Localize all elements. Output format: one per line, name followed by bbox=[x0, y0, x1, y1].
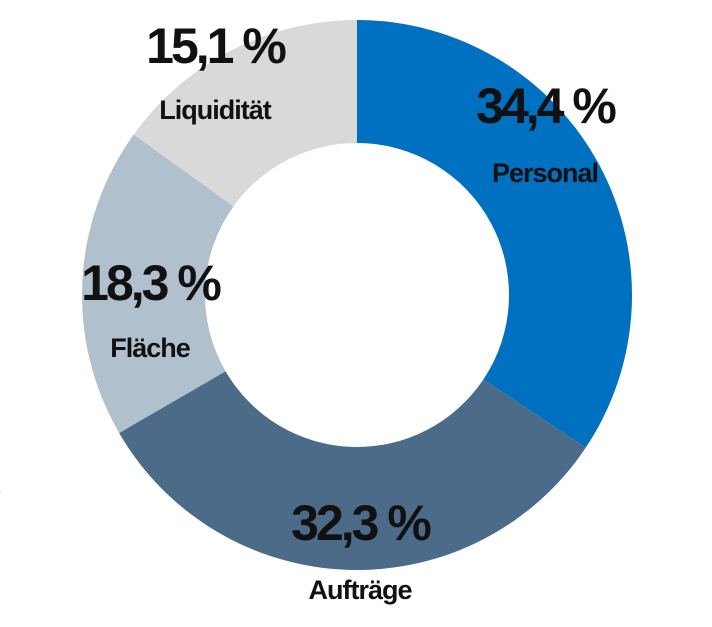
donut-segment bbox=[81, 134, 234, 433]
donut-segment bbox=[357, 20, 632, 448]
donut-segment bbox=[119, 371, 586, 570]
value-label: 34,4 % bbox=[476, 78, 616, 134]
value-label: 18,3 % bbox=[81, 255, 221, 311]
category-label: Liquidität bbox=[159, 95, 271, 125]
category-label: Aufträge bbox=[308, 575, 412, 605]
value-label: 32,3 % bbox=[291, 495, 431, 551]
category-label: Personal bbox=[492, 158, 598, 188]
cut-off-text: t bbox=[0, 467, 1, 500]
value-label: 15,1 % bbox=[146, 18, 286, 74]
category-label: Fläche bbox=[110, 333, 191, 363]
donut-segment bbox=[133, 20, 357, 207]
